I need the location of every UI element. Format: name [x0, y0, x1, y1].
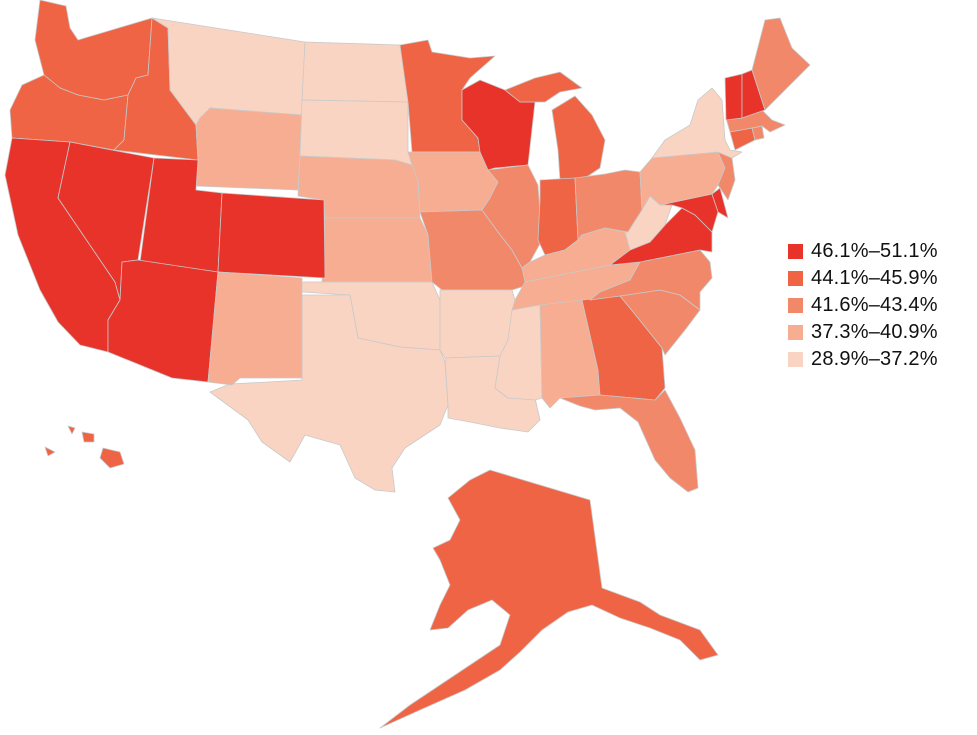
legend-label: 44.1%–45.9% — [811, 267, 938, 289]
state-maine — [751, 17, 811, 111]
legend-label: 28.9%–37.2% — [811, 348, 938, 370]
state-arizona — [107, 259, 219, 383]
state-hawaii — [44, 425, 125, 469]
legend-item: 28.9%–37.2% — [788, 346, 938, 373]
legend-swatch — [788, 271, 803, 286]
state-wisconsin — [461, 79, 536, 171]
state-kansas — [321, 217, 433, 283]
legend-label: 46.1%–51.1% — [811, 240, 938, 262]
state-wyoming — [195, 107, 303, 191]
state-colorado — [217, 192, 326, 279]
state-vermont — [724, 73, 743, 121]
state-new-york — [651, 87, 743, 159]
legend-label: 37.3%–40.9% — [811, 321, 938, 343]
legend-label: 41.6%–43.4% — [811, 294, 938, 316]
legend: 46.1%–51.1% 44.1%–45.9% 41.6%–43.4% 37.3… — [788, 238, 938, 373]
state-north-dakota — [301, 41, 409, 103]
legend-item: 41.6%–43.4% — [788, 292, 938, 319]
state-south-dakota — [299, 99, 413, 166]
legend-swatch — [788, 244, 803, 259]
state-michigan — [504, 71, 606, 181]
legend-item: 46.1%–51.1% — [788, 238, 938, 265]
state-indiana — [537, 177, 579, 256]
state-florida — [559, 389, 699, 493]
state-delaware — [711, 187, 729, 219]
legend-swatch — [788, 352, 803, 367]
state-new-mexico — [207, 271, 303, 386]
state-alaska — [379, 469, 719, 729]
legend-swatch — [788, 298, 803, 313]
legend-swatch — [788, 325, 803, 340]
state-texas — [209, 294, 449, 493]
state-new-jersey — [717, 151, 736, 201]
legend-item: 37.3%–40.9% — [788, 319, 938, 346]
state-illinois — [481, 164, 543, 269]
legend-item: 44.1%–45.9% — [788, 265, 938, 292]
